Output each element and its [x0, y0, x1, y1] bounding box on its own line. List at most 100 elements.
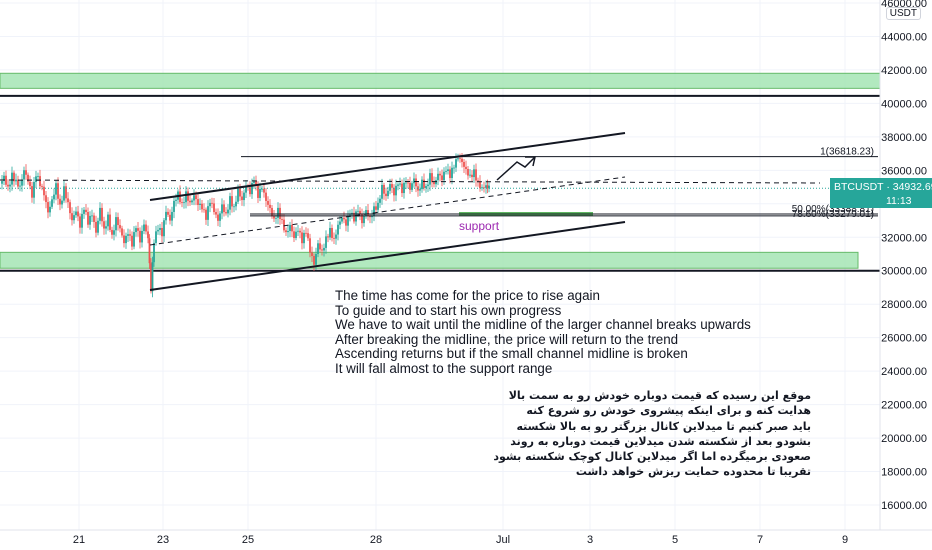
candle [367, 203, 369, 221]
candle [319, 237, 321, 253]
candle [451, 161, 453, 185]
candle-body [159, 227, 161, 230]
candle [317, 240, 319, 258]
candle-body [353, 212, 355, 222]
projection-arrow [496, 156, 536, 181]
candle-body [291, 224, 293, 232]
candle [479, 175, 481, 192]
candle-body [365, 210, 367, 217]
english-note: The time has come for the price to rise … [335, 288, 805, 377]
date-tick-label: 7 [757, 534, 763, 546]
date-tick-label: 25 [242, 534, 254, 546]
fib-label: 50.00%(33388.81) [792, 204, 874, 215]
candle-body [299, 230, 301, 233]
candle [403, 177, 405, 199]
candle [275, 215, 277, 224]
candle [19, 180, 21, 192]
candle [371, 209, 373, 224]
candle [173, 196, 175, 219]
candle [395, 179, 397, 202]
candle-body [229, 196, 231, 210]
candle-body [239, 188, 241, 197]
candle-body [377, 202, 379, 210]
candle [429, 168, 431, 191]
candle [205, 207, 207, 225]
candle [229, 192, 231, 216]
candle-body [421, 179, 423, 190]
candle [249, 181, 251, 197]
candle [363, 210, 365, 227]
candle-body [441, 175, 443, 181]
candle [385, 187, 387, 201]
candle [221, 198, 223, 220]
candle [245, 180, 247, 198]
candle [341, 215, 343, 224]
candle-body [69, 202, 71, 214]
candle [423, 173, 425, 191]
candle-body [395, 185, 397, 196]
candle-body [129, 234, 131, 236]
candle-body [25, 170, 27, 175]
candle [353, 206, 355, 224]
candle [469, 168, 471, 178]
candle-body [327, 236, 329, 238]
candle-body [271, 207, 273, 217]
candle-body [197, 199, 199, 205]
candle [215, 208, 217, 219]
candle [231, 189, 233, 213]
candle [293, 226, 295, 243]
candle-body [237, 188, 239, 202]
candle-body [231, 196, 233, 207]
candle [407, 179, 409, 189]
candle [139, 227, 141, 249]
candle-body [109, 214, 111, 230]
date-tick-label: 5 [672, 534, 678, 546]
candle [207, 200, 209, 226]
candle-body [279, 207, 281, 220]
english-note-line: To guide and to start his own progress [335, 302, 562, 318]
candle [83, 206, 85, 219]
candle [13, 170, 15, 187]
candle [197, 193, 199, 212]
candle-body [83, 209, 85, 214]
candle-body [125, 235, 127, 244]
candle-body [465, 166, 467, 170]
candle-body [393, 187, 395, 196]
candle [289, 221, 291, 238]
candle-body [167, 211, 169, 215]
candle-body [261, 188, 263, 190]
price-tick-label: 28000.00 [881, 299, 927, 311]
candle [77, 205, 79, 222]
fib-label: 1(36818.23) [820, 147, 874, 158]
candle [337, 220, 339, 241]
candle-body [339, 221, 341, 225]
price-tick-label: 46000.00 [881, 0, 927, 10]
candle [3, 171, 5, 186]
candle-body [309, 238, 311, 253]
candle [29, 175, 31, 190]
candle [321, 244, 323, 256]
currency-badge[interactable]: USDT [885, 7, 921, 20]
candle [251, 178, 253, 199]
candle-body [355, 211, 357, 222]
candle [255, 175, 257, 191]
price-axis[interactable]: 16000.00 18000.00 20000.00 22000.00 24000.00… [879, 0, 932, 530]
candle [137, 221, 139, 237]
candle [101, 203, 103, 227]
candle-body [191, 200, 193, 203]
persian-note-line: بشودو بعد از شکسته شدن میدلاین قیمت دوبا… [510, 434, 811, 448]
candle [269, 199, 271, 213]
candle [387, 186, 389, 199]
candle-body [23, 170, 25, 180]
persian-note-line: تقریبا تا محدوده حمایت ریزش خواهد داشت [575, 465, 811, 479]
candle-body [219, 213, 221, 221]
candle [1, 174, 3, 190]
candle [151, 256, 154, 298]
candle-body [331, 227, 333, 238]
candle-body [93, 215, 95, 222]
candle [105, 220, 107, 235]
time-axis[interactable]: 21 23 25 28 Jul 3 5 7 9 [0, 529, 932, 546]
candle-body [311, 252, 313, 256]
candle [439, 171, 441, 182]
